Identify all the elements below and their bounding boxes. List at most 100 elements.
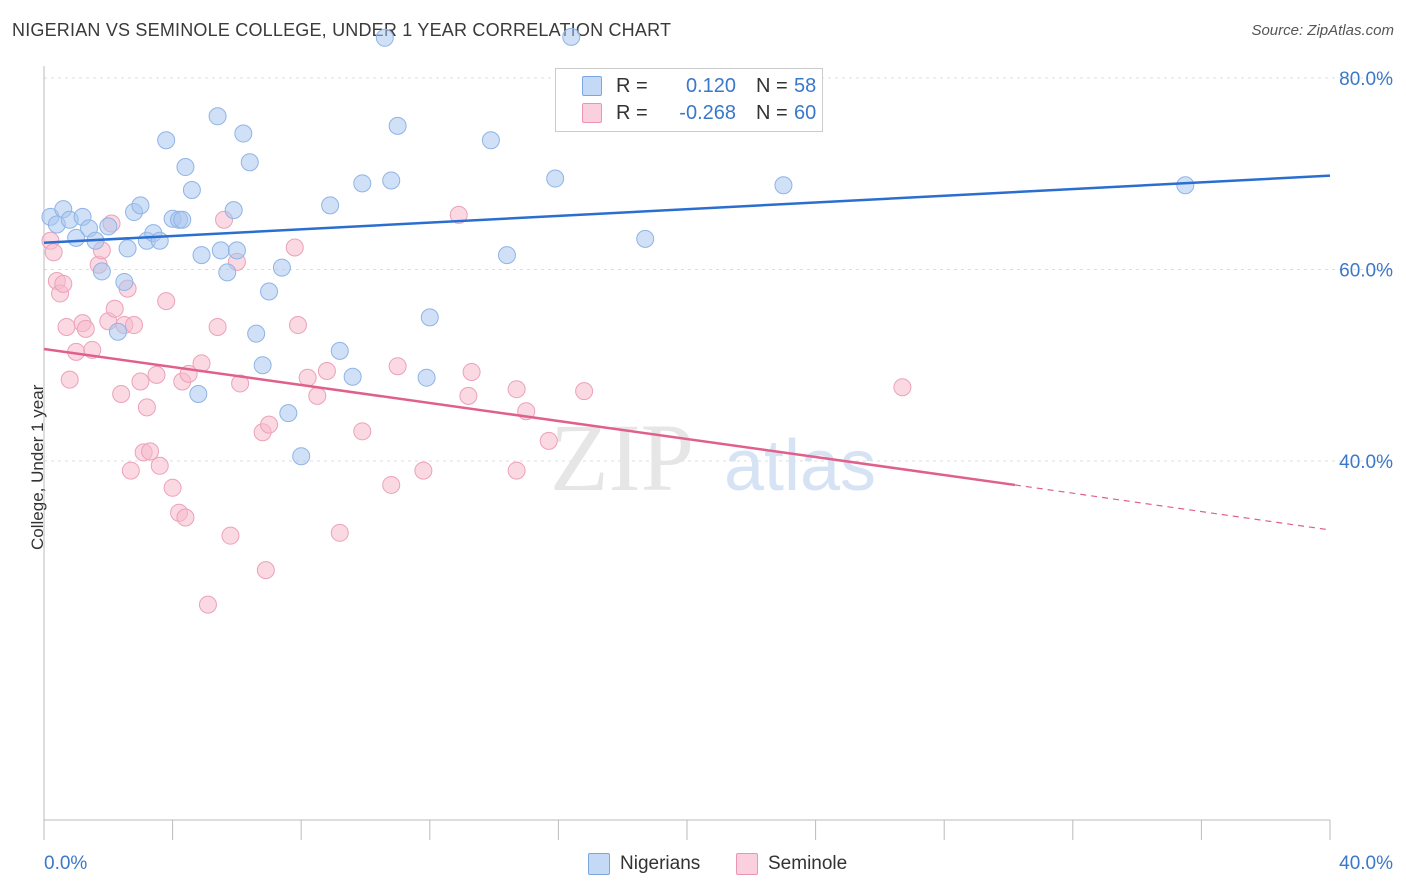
nigerians-point	[343, 367, 362, 386]
seminole-point	[44, 243, 63, 262]
seminole-trend-extension	[1014, 484, 1331, 531]
seminole-point	[256, 561, 275, 580]
nigerians-point	[272, 258, 291, 277]
nigerians-point	[99, 217, 118, 236]
legend: R = 0.120 N = 58 R = -0.268 N = 60	[555, 68, 823, 132]
seminole-point	[893, 378, 912, 397]
seminole-trend-line	[43, 347, 1016, 487]
seminole-point	[121, 461, 140, 480]
y-tick-label: 80.0%	[1339, 69, 1393, 90]
nigerians-point	[562, 27, 581, 46]
nigerians-point	[240, 153, 259, 172]
watermark-zip: ZIP	[550, 404, 694, 511]
nigerians-point	[546, 169, 565, 188]
nigerians-swatch	[582, 76, 602, 96]
seminole-point	[539, 431, 558, 450]
seminole-swatch	[582, 103, 602, 123]
legend-row-nigerians: R = 0.120 N = 58	[582, 73, 816, 99]
nigerians-point	[417, 368, 436, 387]
nigerians-point	[388, 116, 407, 135]
watermark-atlas: atlas	[724, 426, 876, 506]
seminole-point	[112, 384, 131, 403]
seminole-point	[208, 317, 227, 336]
seminole-point	[388, 357, 407, 376]
chart-title: NIGERIAN VS SEMINOLE COLLEGE, UNDER 1 YE…	[12, 20, 672, 40]
nigerians-point	[774, 176, 793, 195]
nigerians-point	[382, 171, 401, 190]
y-tick-label: 40.0%	[1339, 452, 1393, 473]
seminole-point	[353, 422, 372, 441]
nigerians-point	[636, 229, 655, 248]
seminole-points	[41, 205, 912, 614]
seminole-point	[176, 508, 195, 527]
y-tick-label: 60.0%	[1339, 261, 1393, 282]
nigerians-point	[131, 196, 150, 215]
seminole-point	[60, 370, 79, 389]
nigerians-point	[182, 181, 201, 200]
nigerians-point	[260, 282, 279, 301]
seminole-point	[54, 274, 73, 293]
nigerians-point	[173, 210, 192, 229]
seminole-point	[285, 238, 304, 257]
y-axis-label: College, Under 1 year	[28, 384, 47, 550]
seminole-point	[298, 368, 317, 387]
seminole-point	[76, 319, 95, 338]
seminole-point	[147, 365, 166, 384]
seminole-point	[308, 386, 327, 405]
seminole-point	[125, 316, 144, 335]
nigerians-trend-line	[43, 174, 1331, 244]
nigerians-point	[118, 239, 137, 258]
seminole-point	[330, 523, 349, 542]
seminole-point	[131, 372, 150, 391]
legend-r-value: 0.120	[685, 74, 736, 97]
legend-n-value: 58	[794, 74, 817, 97]
seminole-point	[575, 382, 594, 401]
seminole-point	[150, 456, 169, 475]
bottom-legend-seminole: Seminole	[736, 850, 847, 878]
seminole-point	[57, 317, 76, 336]
legend-r-value: -0.268	[679, 101, 736, 124]
seminole-point	[382, 475, 401, 494]
nigerians-point	[330, 341, 349, 360]
nigerians-point	[157, 131, 176, 150]
bottom-legend-nigerians: Nigerians	[588, 850, 700, 878]
seminole-point	[198, 595, 217, 614]
bottom-legend-label: Seminole	[768, 853, 848, 874]
x-tick-label: 0.0%	[44, 853, 87, 874]
seminole-point	[141, 442, 160, 461]
seminole-point	[105, 299, 124, 318]
source-label: Source: ZipAtlas.com	[1251, 22, 1394, 39]
seminole-point	[137, 398, 156, 417]
seminole-point	[507, 380, 526, 399]
legend-r-label: R =	[616, 101, 648, 124]
seminole-point	[459, 386, 478, 405]
legend-n-label: N =	[756, 74, 788, 97]
seminole-point	[414, 461, 433, 480]
seminole-point	[231, 374, 250, 393]
nigerians-point	[1176, 176, 1195, 195]
seminole-point	[507, 461, 526, 480]
tick-labels: 40.0%60.0%80.0%100.0%0.0%40.0%	[44, 69, 1393, 874]
nigerians-points	[41, 27, 1195, 466]
nigerians-point	[115, 272, 134, 291]
nigerians-point	[218, 263, 237, 282]
nigerians-point	[211, 241, 230, 260]
seminole-point	[260, 415, 279, 434]
nigerians-point	[279, 404, 298, 423]
nigerians-point	[420, 308, 439, 327]
nigerians-point	[481, 131, 500, 150]
seminole-point	[462, 362, 481, 381]
nigerians-point	[292, 447, 311, 466]
nigerians-point	[208, 107, 227, 126]
seminole-point	[221, 526, 240, 545]
nigerians-point	[108, 322, 127, 341]
trend-lines	[43, 174, 1331, 531]
nigerians-point	[353, 174, 372, 193]
nigerians-point	[321, 196, 340, 215]
legend-row-seminole: R = -0.268 N = 60	[582, 100, 816, 126]
nigerians-point	[224, 201, 243, 220]
seminole-point	[163, 478, 182, 497]
nigerians-point	[189, 384, 208, 403]
legend-r-label: R =	[616, 74, 648, 97]
